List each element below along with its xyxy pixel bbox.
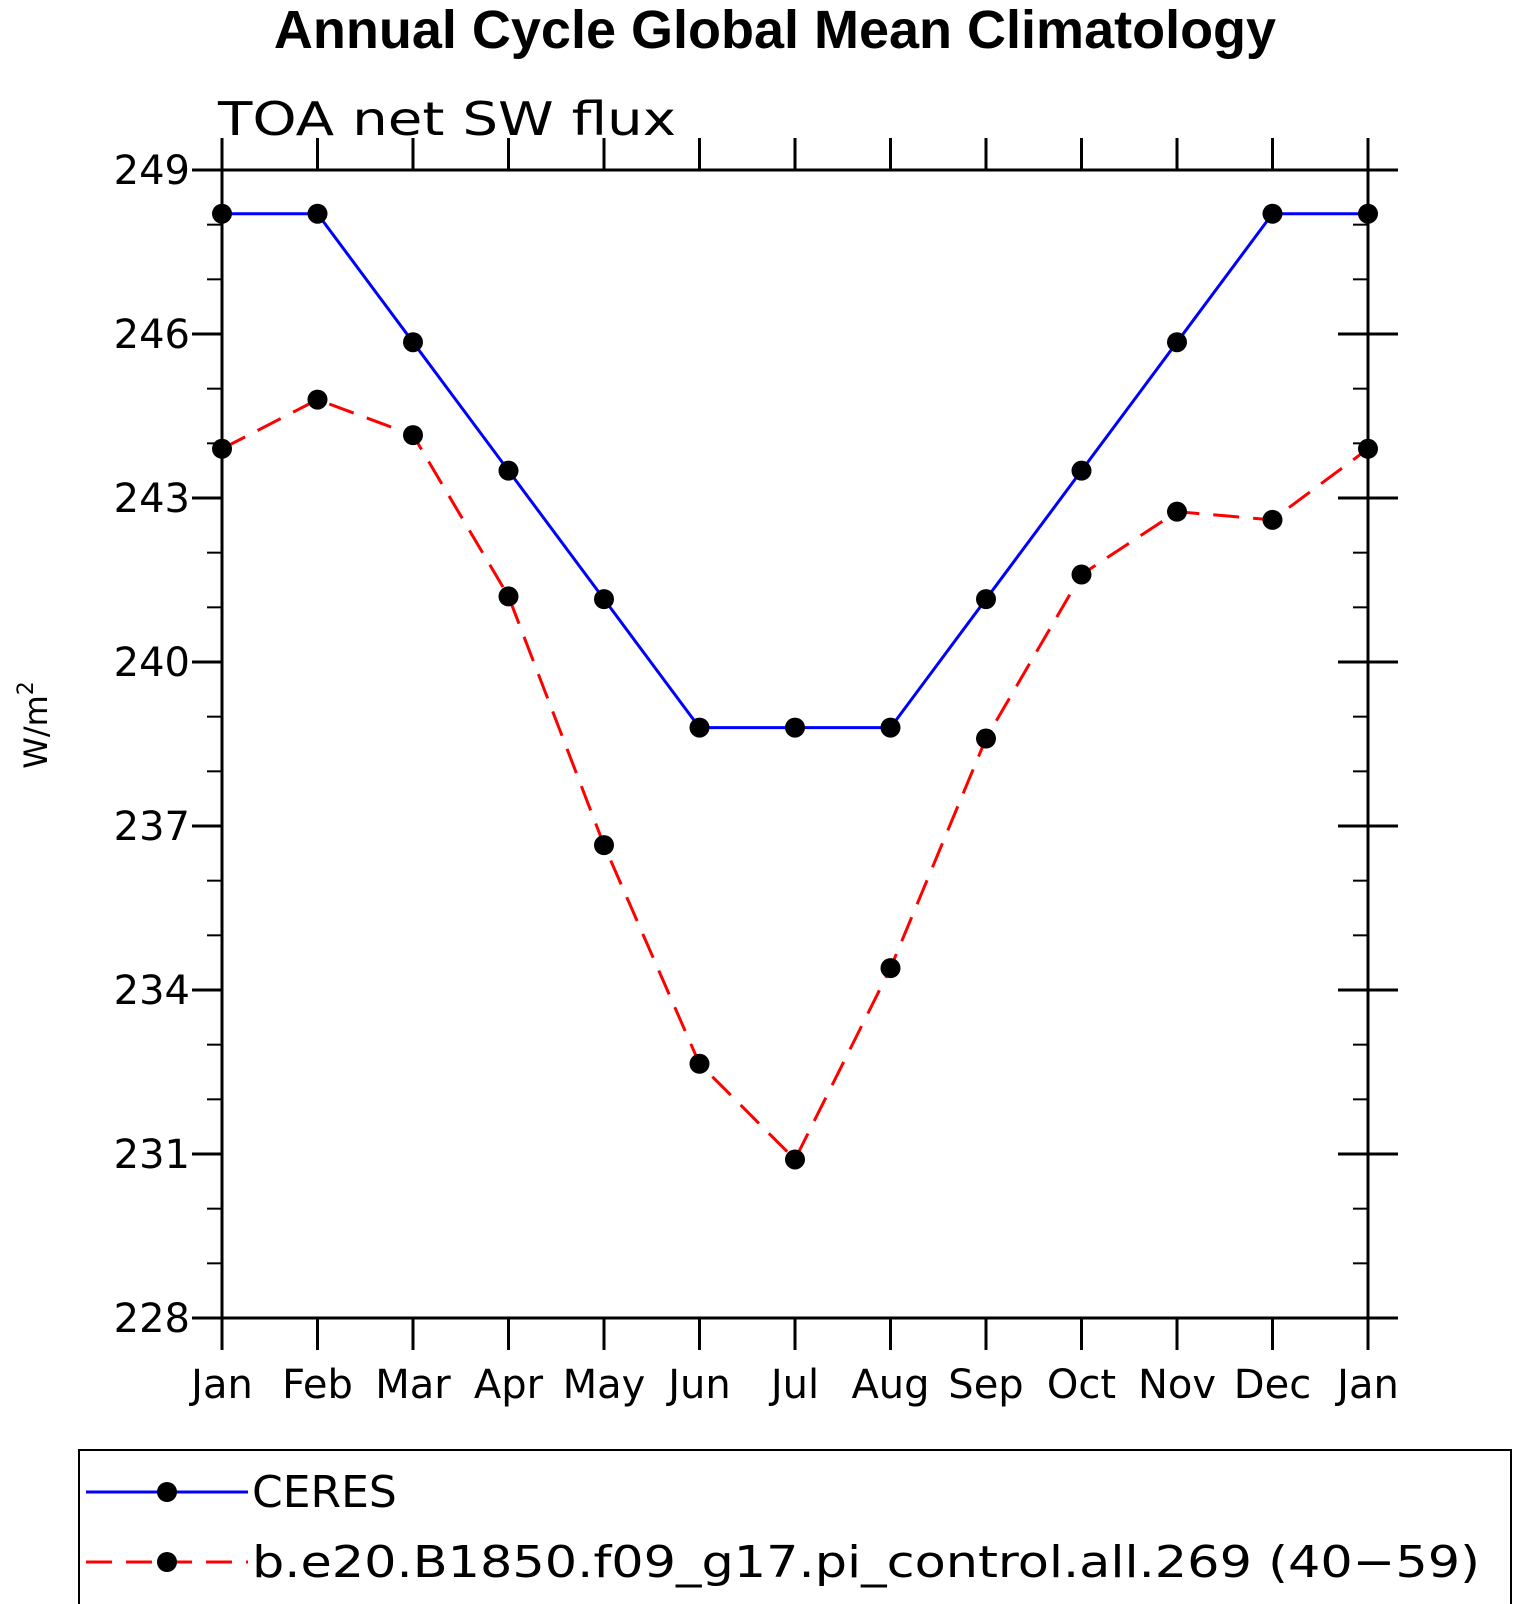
series-line-0 [222, 212, 1368, 730]
x-tick-label: Dec [1234, 1362, 1311, 1408]
data-point-series-1 [1167, 501, 1187, 522]
y-axis-label-superscript: 2 [14, 681, 39, 695]
data-point-series-0 [976, 589, 996, 610]
data-point-series-1 [976, 728, 996, 749]
y-tick-label: 231 [114, 1132, 190, 1178]
plot-frame [220, 168, 1370, 1320]
x-tick-label: Jul [768, 1362, 819, 1408]
x-tick-label: Oct [1047, 1362, 1116, 1408]
data-point-series-1 [689, 1053, 710, 1074]
chart-title: Annual Cycle Global Mean Climatology [274, 0, 1276, 60]
data-point-series-1 [785, 1149, 805, 1170]
data-point-series-0 [1262, 203, 1283, 224]
data-point-series-0 [689, 717, 710, 738]
y-axis-label-base: W/m [17, 695, 55, 769]
x-tick-label: May [563, 1362, 646, 1408]
x-tick-label: Nov [1138, 1362, 1216, 1408]
data-point-series-1 [403, 425, 423, 446]
y-tick-labels: 228 231 234 237 240 243 246 249 [114, 148, 190, 1342]
data-point-series-0 [1167, 332, 1187, 353]
legend: CERES b.e20.B1850.f09_g17.pi_control.all… [78, 1449, 1512, 1604]
x-tick-label: Jan [1334, 1362, 1399, 1408]
data-point-series-0 [880, 717, 901, 738]
x-tick-label: Aug [851, 1362, 929, 1408]
data-point-series-0 [403, 332, 423, 353]
legend-box [78, 1449, 1512, 1604]
data-point-series-0 [594, 589, 614, 610]
legend-label-model: b.e20.B1850.f09_g17.pi_control.all.269 (… [252, 1537, 1480, 1588]
y-axis-label: W/m2 [14, 681, 55, 769]
x-tick-labels: Jan Feb Mar Apr May Jun Jul Aug Sep Oct Nov Dec Jan [188, 1362, 1399, 1408]
series-layer [212, 203, 1378, 1170]
series-line-1 [221, 397, 1369, 1163]
x-tick-label: Apr [474, 1362, 544, 1408]
y-tick-label: 237 [114, 804, 190, 850]
data-point-series-1 [880, 958, 901, 979]
data-point-series-1 [498, 586, 519, 607]
data-point-series-0 [1071, 460, 1092, 481]
x-tick-label: Sep [948, 1362, 1023, 1408]
y-tick-label: 228 [114, 1296, 190, 1342]
y-tick-label: 246 [114, 312, 190, 358]
data-point-series-0 [498, 460, 519, 481]
x-tick-label: Feb [282, 1362, 353, 1408]
x-tick-label: Jan [188, 1362, 253, 1408]
chart-subtitle: TOA net SW flux [217, 92, 676, 146]
data-point-series-1 [307, 389, 328, 410]
y-tick-label: 243 [114, 476, 190, 522]
y-tick-label: 249 [114, 148, 190, 194]
legend-marker-ceres [157, 1482, 177, 1502]
y-tick-label: 240 [114, 640, 190, 686]
legend-marker-model [157, 1552, 177, 1572]
data-point-series-0 [307, 203, 328, 224]
data-point-series-0 [785, 717, 805, 738]
y-tick-label: 234 [114, 968, 190, 1014]
data-point-series-1 [1262, 509, 1283, 530]
data-point-series-1 [1071, 564, 1092, 585]
x-tick-label: Jun [665, 1362, 731, 1408]
legend-label-ceres: CERES [252, 1467, 397, 1518]
x-tick-label: Mar [375, 1362, 451, 1408]
data-point-series-1 [594, 835, 614, 856]
